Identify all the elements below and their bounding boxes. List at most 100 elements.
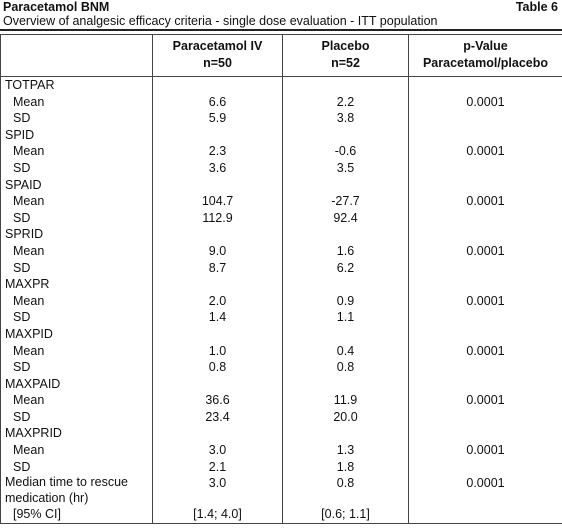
row-label: Mean xyxy=(0,93,153,111)
empty-cell xyxy=(282,126,409,144)
row-label: [95% CI] xyxy=(0,506,153,524)
table-row: Median time to rescue medication (hr) 3.0… xyxy=(0,475,562,507)
empty-cell xyxy=(408,309,562,326)
table-row: MAXPR xyxy=(0,276,562,293)
row-label: SD xyxy=(0,259,153,277)
cell-value: 3.0 xyxy=(152,475,283,507)
empty-cell xyxy=(408,359,562,376)
cell-value: 2.2 xyxy=(282,93,409,111)
empty-cell xyxy=(152,176,283,194)
row-label: SD xyxy=(0,359,153,376)
row-label: MAXPAID xyxy=(0,375,153,393)
table-row: Mean 104.7 -27.7 0.0001 xyxy=(0,193,562,210)
cell-value: [1.4; 4.0] xyxy=(152,506,283,524)
empty-cell xyxy=(408,76,562,94)
header: Paracetamol BNM Table 6 Overview of anal… xyxy=(0,0,562,31)
cell-value: 3.0 xyxy=(152,442,283,459)
empty-cell xyxy=(408,458,562,476)
cell-value: 1.8 xyxy=(282,458,409,476)
empty-cell xyxy=(152,276,283,293)
empty-cell xyxy=(408,375,562,393)
cell-value: 8.7 xyxy=(152,259,283,277)
table-row: SD 1.4 1.1 xyxy=(0,309,562,326)
table-row: SD 8.7 6.2 xyxy=(0,259,562,277)
cell-value: 0.0001 xyxy=(408,442,562,459)
row-label: SD xyxy=(0,110,153,127)
row-label: MAXPR xyxy=(0,276,153,293)
header-cell xyxy=(0,34,153,77)
row-label: SPAID xyxy=(0,176,153,194)
cell-value: 5.9 xyxy=(152,110,283,127)
subtitle: Overview of analgesic efficacy criteria … xyxy=(3,14,438,28)
row-label: SD xyxy=(0,159,153,177)
cell-value: 1.4 xyxy=(152,309,283,326)
cell-value: 0.0001 xyxy=(408,93,562,111)
empty-cell xyxy=(408,226,562,243)
row-label: SD xyxy=(0,408,153,426)
empty-cell xyxy=(152,226,283,243)
table-row: SPRID xyxy=(0,226,562,243)
cell-value: 1.3 xyxy=(282,442,409,459)
cell-value: 0.4 xyxy=(282,342,409,360)
empty-cell xyxy=(282,76,409,94)
table-row: [95% CI] [1.4; 4.0] [0.6; 1.1] xyxy=(0,506,562,524)
empty-cell xyxy=(408,276,562,293)
empty-cell xyxy=(408,408,562,426)
empty-cell xyxy=(408,259,562,277)
efficacy-table: Paracetamol IV n=50 Placebo n=52 p-Value Para… xyxy=(0,34,562,524)
cell-value: 3.6 xyxy=(152,159,283,177)
row-label: Mean xyxy=(0,342,153,360)
table-row: Mean 36.6 11.9 0.0001 xyxy=(0,392,562,409)
column-subtitle: n=52 xyxy=(331,56,360,70)
table-row: MAXPRID xyxy=(0,425,562,443)
table-row: MAXPID xyxy=(0,325,562,343)
table-row: SD 112.9 92.4 xyxy=(0,209,562,227)
table-body: TOTPAR Mean 6.6 2.2 0.0001 SD 5.9 3.8 SPID Mean 2.… xyxy=(0,76,562,524)
empty-cell xyxy=(152,375,283,393)
row-label: SD xyxy=(0,209,153,227)
cell-value: 9.0 xyxy=(152,242,283,260)
table-row: SD 23.4 20.0 xyxy=(0,408,562,426)
table-row: MAXPAID xyxy=(0,375,562,393)
cell-value: 0.0001 xyxy=(408,392,562,409)
row-label: Mean xyxy=(0,143,153,160)
cell-value: 0.9 xyxy=(282,292,409,310)
row-label: SD xyxy=(0,458,153,476)
cell-value: 0.8 xyxy=(282,359,409,376)
table-number: Table 6 xyxy=(515,0,558,14)
table-row: Mean 6.6 2.2 0.0001 xyxy=(0,93,562,111)
column-subtitle: n=50 xyxy=(203,56,232,70)
table-row: Mean 9.0 1.6 0.0001 xyxy=(0,242,562,260)
empty-cell xyxy=(408,126,562,144)
column-title: Placebo xyxy=(321,39,370,53)
cell-value: [0.6; 1.1] xyxy=(282,506,409,524)
table-row: Mean 1.0 0.4 0.0001 xyxy=(0,342,562,360)
cell-value: 3.5 xyxy=(282,159,409,177)
empty-cell xyxy=(408,110,562,127)
table-row: SD 0.8 0.8 xyxy=(0,359,562,376)
table-row: SD 3.6 3.5 xyxy=(0,159,562,177)
empty-cell xyxy=(408,159,562,177)
cell-value: 36.6 xyxy=(152,392,283,409)
table-row: TOTPAR xyxy=(0,76,562,94)
cell-value: 2.0 xyxy=(152,292,283,310)
table-row: Mean 2.3 -0.6 0.0001 xyxy=(0,143,562,160)
cell-value: 11.9 xyxy=(282,392,409,409)
cell-value: 1.1 xyxy=(282,309,409,326)
row-label: Mean xyxy=(0,392,153,409)
row-label: MAXPID xyxy=(0,325,153,343)
empty-cell xyxy=(282,226,409,243)
cell-value: -0.6 xyxy=(282,143,409,160)
cell-value: 112.9 xyxy=(152,209,283,227)
cell-value: 0.8 xyxy=(282,475,409,507)
cell-value: 23.4 xyxy=(152,408,283,426)
column-subtitle: Paracetamol/placebo xyxy=(422,56,549,70)
empty-cell xyxy=(282,276,409,293)
row-label: Median time to rescue medication (hr) xyxy=(0,475,153,507)
cell-value: 0.0001 xyxy=(408,475,562,507)
empty-cell xyxy=(282,325,409,343)
cell-value: 0.0001 xyxy=(408,193,562,210)
header-row: Paracetamol IV n=50 Placebo n=52 p-Value Para… xyxy=(0,34,562,77)
cell-value: 92.4 xyxy=(282,209,409,227)
